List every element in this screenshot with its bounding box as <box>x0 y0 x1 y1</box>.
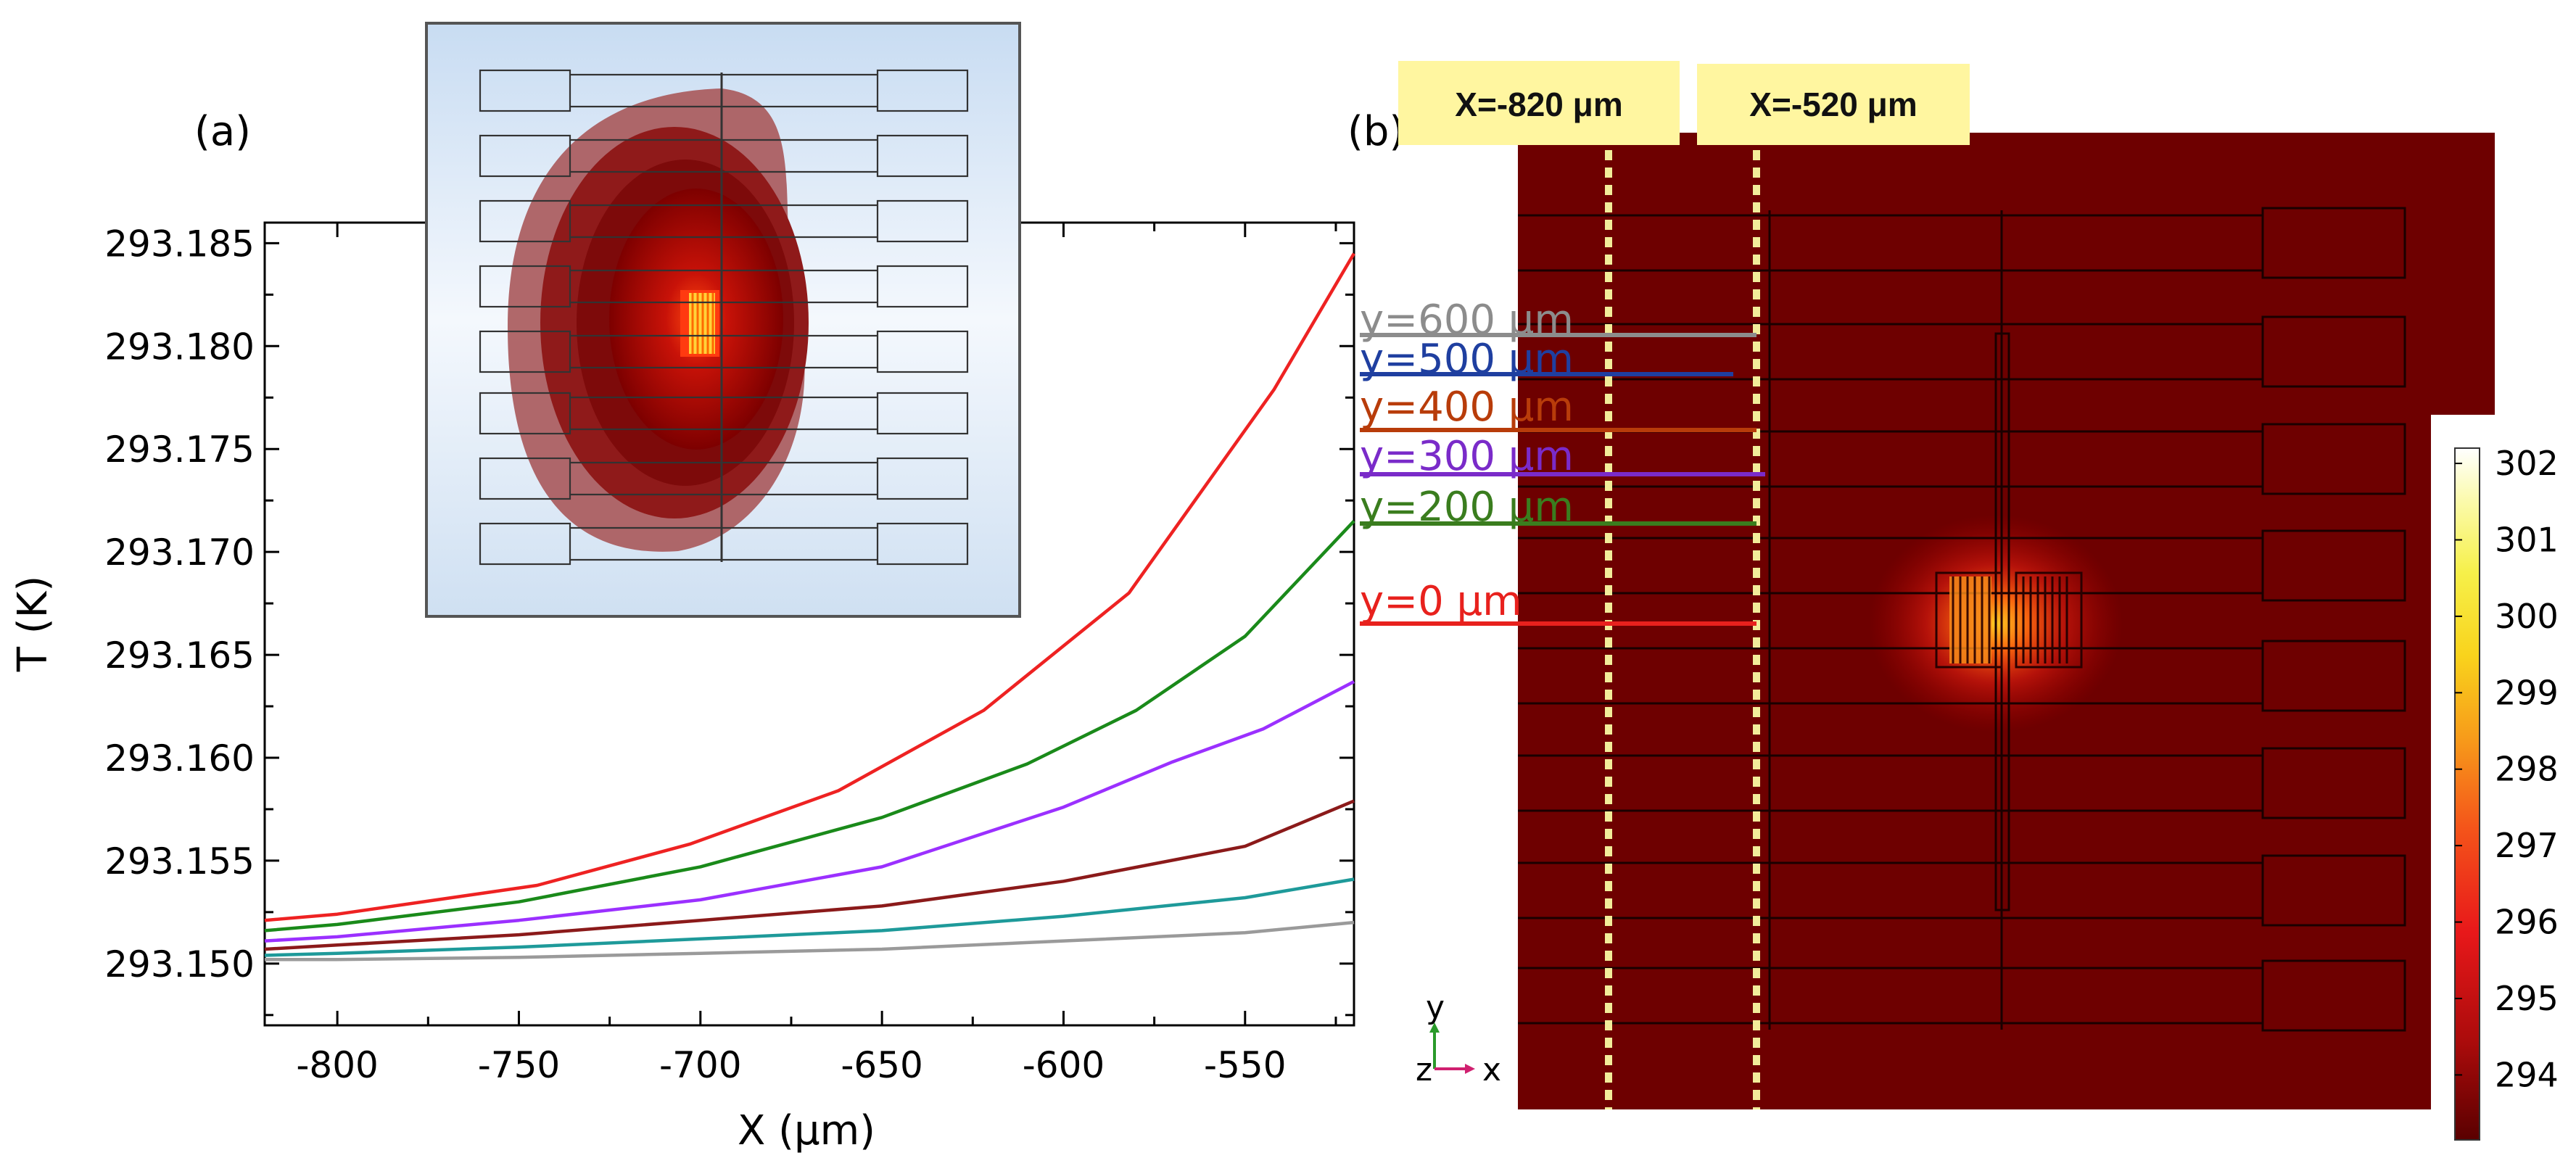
inset-pad <box>479 199 571 243</box>
x-tick-label: -700 <box>659 1044 741 1086</box>
y-line-label: y=600 μm <box>1360 297 1574 344</box>
y-tick-label: 293.165 <box>104 634 255 677</box>
series-line-y-200-m <box>264 520 1355 933</box>
y-line-200: y=200 μm <box>1360 484 1756 531</box>
x-tick-label: -650 <box>841 1044 922 1086</box>
inset-pad <box>479 522 571 566</box>
triad-x-arrowhead <box>1465 1064 1475 1074</box>
y-line-0: y=0 μm <box>1360 578 1756 626</box>
chip-pad <box>2261 529 2406 602</box>
x-marker-label: X=-520 μm <box>1749 86 1917 123</box>
chip-pad <box>2261 207 2406 279</box>
y-line-label: y=200 μm <box>1360 484 1574 531</box>
y-tick-label: 293.180 <box>104 326 255 368</box>
panel-b-label: (b) <box>1347 108 1405 155</box>
inset-pad <box>876 69 969 112</box>
panel-a: (a) -800 -750 -700 -650 -600 -550 293.150293.… <box>9 22 1355 1154</box>
y-axis: 293.150 293.155 293.160 293.165 293.170 293.1… <box>104 223 1354 1017</box>
inset-pad <box>479 330 571 373</box>
colorbar-tick-label: 299 <box>2495 673 2559 712</box>
chip-pad <box>2261 747 2406 819</box>
y-line-500: y=500 μm <box>1360 336 1733 383</box>
colorbar-tick-label: 297 <box>2495 826 2559 865</box>
y-tick-label: 293.155 <box>104 840 255 882</box>
y-tick-label: 293.170 <box>104 532 255 574</box>
y-line-300: y=300 μm <box>1360 433 1765 480</box>
inset-pad <box>876 134 969 178</box>
inset-pad <box>479 457 571 500</box>
colorbar-tick-label: 300 <box>2495 597 2559 636</box>
colorbar-tick-label: 295 <box>2495 979 2559 1018</box>
y-line-400: y=400 μm <box>1360 384 1756 432</box>
inset-thermal-map <box>425 22 1021 618</box>
y-tick-label: 293.175 <box>104 429 255 471</box>
series-line-y-300-m <box>264 680 1355 943</box>
inset-pad <box>876 330 969 373</box>
y-line-label: y=500 μm <box>1360 336 1574 383</box>
colorbar: 302 301 300 299 298 297 296 295 294 <box>2454 444 2559 1141</box>
series-line-y-500-m <box>264 877 1355 957</box>
inset-pad <box>479 134 571 178</box>
series-line-y-0-m <box>264 252 1355 922</box>
chip-pad <box>2261 423 2406 495</box>
chip-pad <box>2261 959 2406 1032</box>
axis-triad: y z x <box>1416 989 1501 1088</box>
x-marker-box-820: X=-820 μm <box>1398 61 1680 145</box>
triad-y-label: y <box>1426 989 1445 1026</box>
chip-pad <box>2261 315 2406 388</box>
panel-b: (b) X <box>1347 61 2559 1141</box>
inset-pad <box>876 522 969 566</box>
colorbar-tick-label: 298 <box>2495 750 2559 789</box>
colorbar-ticks: 302 301 300 299 298 297 296 295 294 <box>2455 444 2559 1094</box>
x-tick-label: -800 <box>296 1044 378 1086</box>
y-tick-label: 293.160 <box>104 737 255 780</box>
x-tick-label: -750 <box>478 1044 560 1086</box>
inset-pad <box>479 392 571 435</box>
inset-pad <box>876 457 969 500</box>
chip-pad <box>2261 640 2406 712</box>
y-line-label: y=300 μm <box>1360 433 1574 480</box>
y-line-600: y=600 μm <box>1360 297 1756 344</box>
triad-z-label: z <box>1416 1051 1432 1088</box>
series-layer <box>264 252 1355 962</box>
center-strip <box>1994 332 2010 911</box>
chip-pad <box>2261 854 2406 927</box>
y-tick-label: 293.150 <box>104 943 255 985</box>
x-axis-label: X (μm) <box>738 1107 875 1154</box>
colorbar-tick-label: 294 <box>2495 1055 2559 1094</box>
inset-pad <box>479 69 571 112</box>
inset-pad <box>479 265 571 308</box>
x-axis: -800 -750 -700 -650 -600 -550 <box>296 223 1337 1086</box>
x-marker-box-520: X=-520 μm <box>1697 64 1970 145</box>
triad-y-arrowhead <box>1429 1022 1440 1033</box>
inset-electrodes <box>479 69 969 566</box>
series-line-y-600-m <box>265 920 1355 962</box>
colorbar-tick-label: 301 <box>2495 520 2559 559</box>
triad-x-label: x <box>1482 1051 1501 1088</box>
inset-pad <box>876 265 969 308</box>
inset-pad <box>876 199 969 243</box>
x-tick-label: -600 <box>1023 1044 1105 1086</box>
heater-element <box>1935 571 2083 669</box>
colorbar-tick-label: 302 <box>2495 444 2559 483</box>
chip-electrodes <box>1518 207 2406 1032</box>
colorbar-tick-label: 296 <box>2495 903 2559 942</box>
inset-pad <box>876 392 969 435</box>
y-axis-label: T (K) <box>9 576 57 672</box>
x-marker-label: X=-820 μm <box>1455 86 1622 123</box>
colorbar-gradient <box>2454 447 2480 1141</box>
y-tick-label: 293.185 <box>104 223 255 265</box>
series-line-y-400-m <box>264 799 1355 951</box>
panel-a-label: (a) <box>194 108 251 155</box>
y-line-label: y=400 μm <box>1360 384 1574 431</box>
y-line-label: y=0 μm <box>1360 578 1522 625</box>
x-tick-label: -550 <box>1204 1044 1286 1086</box>
